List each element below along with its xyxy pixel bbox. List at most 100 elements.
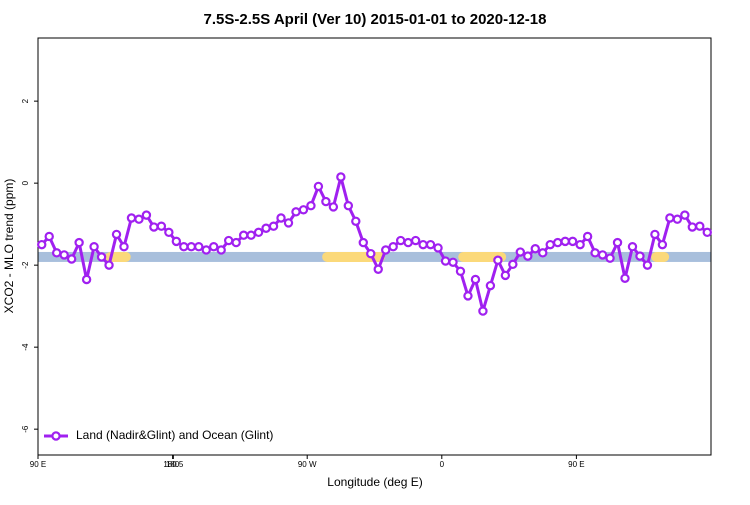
- data-point: [560, 236, 570, 247]
- data-point: [553, 237, 563, 248]
- data-point: [96, 252, 107, 262]
- data-point: [425, 239, 436, 250]
- data-point: [545, 239, 555, 250]
- data-point: [650, 229, 660, 240]
- y-tick-label: 2: [21, 98, 30, 103]
- legend-label: Land (Nadir&Glint) and Ocean (Glint): [76, 428, 273, 442]
- y-tick-label: -2: [21, 261, 30, 269]
- data-point: [642, 260, 653, 270]
- data-point: [268, 221, 279, 231]
- data-point: [343, 201, 354, 211]
- data-point: [418, 239, 428, 250]
- y-tick-label: -6: [21, 425, 30, 433]
- data-point: [530, 244, 540, 254]
- data-point: [687, 222, 698, 232]
- data-point: [672, 214, 683, 224]
- data-point: [253, 227, 264, 238]
- data-point: [238, 230, 249, 240]
- data-point: [171, 236, 182, 247]
- data-point: [261, 223, 271, 233]
- data-point: [523, 251, 533, 261]
- data-point: [366, 248, 376, 259]
- data-point: [620, 273, 630, 283]
- chart-title: 7.5S-2.5S April (Ver 10) 2015-01-01 to 2…: [204, 11, 547, 28]
- data-point: [321, 196, 331, 207]
- data-point: [590, 248, 600, 258]
- data-point: [485, 280, 496, 291]
- data-point: [373, 264, 383, 274]
- data-point: [111, 229, 122, 240]
- data-point: [515, 247, 526, 257]
- data-point: [351, 216, 361, 226]
- y-tick-label: -4: [21, 343, 30, 351]
- series-line: [40, 175, 709, 313]
- x-tick-label: 180.5: [163, 460, 184, 469]
- data-point: [313, 181, 324, 192]
- data-point: [44, 231, 54, 242]
- data-point: [81, 274, 92, 285]
- data-point: [597, 250, 608, 260]
- data-point: [201, 245, 211, 255]
- data-point: [567, 236, 578, 247]
- data-point: [66, 254, 77, 264]
- data-point: [74, 237, 84, 248]
- data-point: [657, 239, 668, 250]
- x-tick-label: 90 E: [568, 460, 584, 469]
- x-tick-label: 90 W: [298, 460, 317, 469]
- data-point: [149, 222, 159, 232]
- data-point: [209, 242, 219, 252]
- data-point: [500, 270, 511, 281]
- data-point: [156, 221, 167, 231]
- data-point: [89, 242, 99, 252]
- data-point: [104, 260, 114, 270]
- data-point: [612, 237, 623, 248]
- data-point: [695, 221, 705, 231]
- data-point: [358, 237, 368, 248]
- data-point: [126, 213, 137, 223]
- data-point: [455, 266, 466, 277]
- data-point: [216, 245, 226, 255]
- y-tick-label: 0: [21, 180, 30, 185]
- data-point: [306, 201, 316, 211]
- data-point: [605, 253, 615, 263]
- data-point: [508, 259, 518, 270]
- data-point: [231, 237, 241, 248]
- data-point: [440, 256, 451, 266]
- x-axis-label: Longitude (deg E): [327, 475, 422, 489]
- data-point: [403, 237, 413, 248]
- data-point: [395, 235, 406, 246]
- data-point: [328, 202, 339, 212]
- data-point: [702, 227, 712, 238]
- data-point: [194, 242, 204, 252]
- data-point: [119, 242, 129, 252]
- data-point: [59, 250, 69, 260]
- data-point: [141, 210, 152, 220]
- data-point: [223, 235, 234, 246]
- data-point: [463, 291, 473, 301]
- data-point: [388, 242, 398, 252]
- data-point: [283, 218, 294, 228]
- x-tick-label: 0: [440, 460, 445, 469]
- plot-frame: [37, 37, 712, 456]
- data-point: [164, 227, 174, 238]
- data-point: [276, 213, 286, 223]
- data-point: [448, 257, 458, 267]
- x-tick-label: 90 E: [30, 460, 46, 469]
- data-point: [433, 243, 443, 253]
- data-point: [470, 274, 481, 285]
- data-point: [410, 235, 421, 246]
- data-point: [179, 242, 189, 252]
- data-point: [37, 239, 47, 250]
- band-segment: [651, 251, 670, 262]
- data-point: [478, 306, 488, 316]
- data-point: [291, 207, 301, 217]
- data-point: [627, 242, 638, 252]
- data-point: [575, 239, 585, 250]
- data-point: [186, 242, 196, 252]
- data-point: [582, 231, 593, 242]
- legend-marker: [51, 431, 61, 441]
- y-axis-label: XCO2 - MLO trend (ppm): [2, 179, 16, 314]
- data-point: [381, 245, 391, 255]
- data-point: [635, 251, 645, 261]
